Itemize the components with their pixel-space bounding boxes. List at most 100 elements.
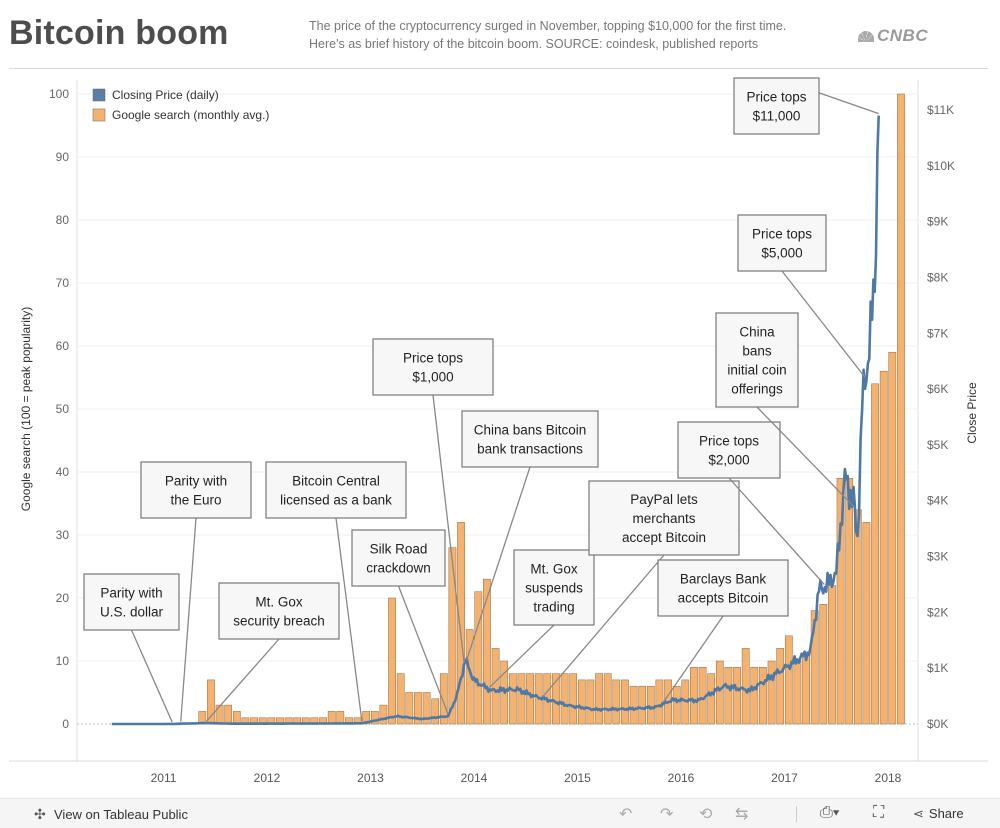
annotation-text: PayPal lets — [630, 492, 698, 507]
search-bar[interactable] — [422, 692, 431, 725]
search-bar[interactable] — [215, 704, 224, 725]
search-bar[interactable] — [560, 673, 569, 725]
search-bar[interactable] — [474, 591, 483, 725]
search-bar[interactable] — [646, 685, 655, 725]
annotation-box[interactable] — [715, 312, 799, 408]
search-bar[interactable] — [232, 711, 241, 725]
view-on-tableau-label: View on Tableau Public — [54, 807, 188, 822]
legend-label[interactable]: Closing Price (daily) — [112, 88, 219, 102]
search-bar[interactable] — [569, 673, 578, 725]
fullscreen-icon[interactable]: ⛶ — [873, 804, 885, 821]
annotation-box[interactable] — [737, 214, 827, 272]
search-bar[interactable] — [224, 704, 233, 725]
annotation-box[interactable] — [83, 573, 180, 631]
search-bar[interactable] — [879, 370, 888, 725]
search-bar[interactable] — [577, 679, 586, 725]
annotation-box[interactable] — [657, 559, 789, 617]
left-tick-label: 80 — [56, 213, 70, 227]
search-bar[interactable] — [810, 610, 819, 725]
search-bar[interactable] — [396, 673, 405, 725]
search-bar[interactable] — [508, 673, 517, 725]
annotation-box[interactable] — [733, 77, 820, 135]
search-bar[interactable] — [629, 685, 638, 725]
search-bar[interactable] — [888, 352, 897, 725]
search-bar[interactable] — [483, 578, 491, 725]
search-bar[interactable] — [362, 711, 371, 725]
search-bar[interactable] — [733, 667, 741, 725]
annotation-text: initial coin — [727, 363, 786, 378]
search-bar[interactable] — [207, 679, 215, 725]
search-bar[interactable] — [836, 478, 845, 725]
annotation-text: bank transactions — [477, 442, 583, 457]
search-bar[interactable] — [853, 509, 862, 725]
annotation-box[interactable] — [372, 338, 494, 396]
search-bar[interactable] — [586, 679, 595, 725]
search-bar[interactable] — [638, 685, 647, 725]
share-label: Share — [928, 806, 964, 821]
undo-icon[interactable]: ↶ — [619, 806, 633, 823]
search-bar[interactable] — [439, 673, 448, 725]
search-bar[interactable] — [724, 667, 733, 725]
refresh-icon[interactable]: ⇆ — [735, 806, 749, 823]
search-bar[interactable] — [741, 648, 750, 725]
search-bar[interactable] — [491, 648, 500, 725]
search-bar[interactable] — [819, 604, 828, 725]
search-bar[interactable] — [793, 660, 802, 725]
search-bar[interactable] — [750, 667, 759, 725]
annotation-box[interactable] — [677, 421, 781, 479]
search-bar[interactable] — [715, 660, 724, 725]
search-bar[interactable] — [526, 673, 534, 725]
page-subtitle: The price of the cryptocurrency surged i… — [309, 17, 829, 53]
search-bar[interactable] — [655, 679, 664, 725]
search-bar[interactable] — [672, 685, 681, 725]
search-bar[interactable] — [802, 654, 810, 725]
annotation-box[interactable] — [351, 529, 446, 587]
redo-icon[interactable]: ↷ — [660, 806, 674, 823]
search-bar[interactable] — [457, 522, 465, 725]
annotation-text: trading — [533, 600, 574, 615]
legend-label[interactable]: Google search (monthly avg.) — [112, 108, 269, 122]
annotation-box[interactable] — [265, 461, 407, 519]
search-bar[interactable] — [388, 597, 396, 725]
annotation-box[interactable] — [218, 582, 340, 640]
annotation-box[interactable] — [140, 461, 252, 519]
search-bar[interactable] — [405, 692, 414, 725]
price-line[interactable] — [111, 115, 880, 726]
search-bar[interactable] — [871, 383, 879, 725]
bitcoin-chart[interactable]: 0 10 20 30 40 50 60 70 80 90 100 $0K $1K $2K $3K $4K $5K… — [0, 70, 1000, 798]
search-bar[interactable] — [784, 635, 793, 725]
search-bar[interactable] — [370, 711, 379, 725]
search-bar[interactable] — [828, 585, 836, 725]
search-bar[interactable] — [690, 667, 698, 725]
search-bar[interactable] — [595, 673, 603, 725]
share-icon: ⋖ — [913, 806, 924, 821]
search-bar[interactable] — [603, 673, 612, 725]
search-bar[interactable] — [327, 711, 336, 725]
annotation-box[interactable] — [588, 480, 740, 556]
revert-icon[interactable]: ⟲ — [699, 806, 713, 823]
annotation-box[interactable] — [513, 549, 595, 626]
annotation-text: Price tops — [752, 227, 812, 242]
search-bar[interactable] — [517, 673, 526, 725]
search-bar[interactable] — [431, 698, 440, 725]
annotation-box[interactable] — [461, 410, 599, 468]
search-bar[interactable] — [448, 547, 457, 725]
search-bar[interactable] — [414, 692, 422, 725]
annotation-leader — [432, 394, 465, 664]
search-bar[interactable] — [759, 667, 767, 725]
search-bar[interactable] — [612, 679, 621, 725]
search-bar[interactable] — [379, 704, 388, 725]
search-bar[interactable] — [897, 93, 905, 725]
download-icon[interactable]: ⎙▾ — [820, 804, 840, 821]
search-bar[interactable] — [621, 679, 629, 725]
search-bar[interactable] — [776, 648, 785, 725]
search-bar[interactable] — [845, 478, 854, 725]
annotation-text: $1,000 — [412, 370, 453, 385]
search-bar[interactable] — [862, 522, 871, 725]
search-bar[interactable] — [707, 673, 716, 725]
left-tick-label: 10 — [56, 654, 70, 668]
annotation-text: China bans Bitcoin — [474, 423, 587, 438]
view-on-tableau-link[interactable]: ✣ View on Tableau Public — [34, 806, 188, 823]
search-bar[interactable] — [767, 660, 776, 725]
share-button[interactable]: ⋖ Share — [913, 806, 964, 822]
